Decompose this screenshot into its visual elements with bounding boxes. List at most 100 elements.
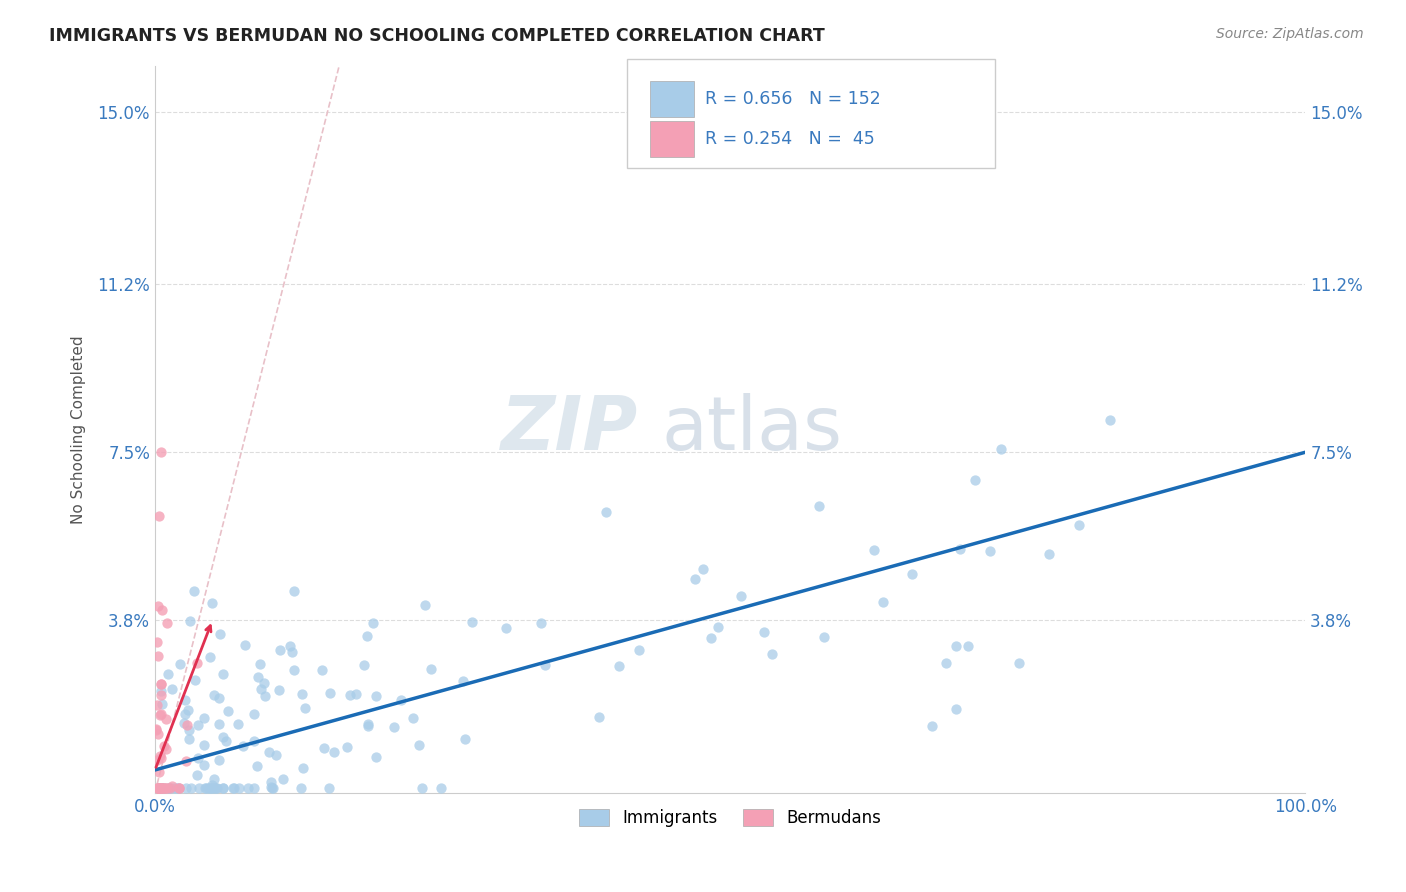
Point xyxy=(430,781,453,796)
Point xyxy=(180,781,202,796)
Point xyxy=(252,676,274,690)
Point xyxy=(146,781,169,796)
Point xyxy=(146,648,169,663)
Point xyxy=(242,706,264,721)
Point xyxy=(183,584,205,599)
Point xyxy=(534,657,557,672)
Point xyxy=(707,620,730,634)
Point xyxy=(595,505,617,519)
Point xyxy=(146,599,169,613)
Point xyxy=(184,673,207,687)
Point xyxy=(162,781,184,796)
Point xyxy=(294,701,316,715)
Point xyxy=(155,742,177,756)
Point xyxy=(389,692,412,706)
Point xyxy=(366,689,388,703)
Point xyxy=(146,781,169,796)
Point xyxy=(148,764,170,779)
Point xyxy=(149,781,172,796)
Point xyxy=(146,698,169,712)
Point xyxy=(872,595,894,609)
Point xyxy=(150,603,173,617)
Point xyxy=(212,781,235,796)
Point xyxy=(353,658,375,673)
Point xyxy=(212,781,235,796)
Point xyxy=(155,781,177,796)
Point xyxy=(149,445,172,459)
Point xyxy=(148,781,170,796)
Point xyxy=(173,693,195,707)
Point xyxy=(246,759,269,773)
Point xyxy=(401,711,423,725)
Point xyxy=(264,747,287,762)
Point xyxy=(215,734,238,748)
Point xyxy=(1038,547,1060,561)
Point xyxy=(197,781,219,796)
Point xyxy=(208,753,231,767)
Point xyxy=(179,614,201,628)
Point xyxy=(148,781,170,796)
Point xyxy=(692,562,714,576)
Point xyxy=(232,739,254,753)
Point xyxy=(150,698,173,712)
Point xyxy=(200,650,222,665)
Text: Source: ZipAtlas.com: Source: ZipAtlas.com xyxy=(1216,27,1364,41)
Point xyxy=(193,739,215,753)
Point xyxy=(146,635,169,649)
Point xyxy=(453,674,475,689)
Point xyxy=(155,781,177,796)
Text: R = 0.254   N =  45: R = 0.254 N = 45 xyxy=(704,130,875,148)
Point xyxy=(208,627,231,641)
Point xyxy=(413,598,436,612)
Point xyxy=(160,779,183,793)
Point xyxy=(271,772,294,787)
Point xyxy=(290,781,312,796)
Text: atlas: atlas xyxy=(661,393,842,466)
Point xyxy=(194,781,217,796)
Point xyxy=(149,781,172,796)
Point xyxy=(208,717,231,731)
Point xyxy=(863,542,886,557)
Point xyxy=(159,781,181,796)
Y-axis label: No Schooling Completed: No Schooling Completed xyxy=(72,335,86,524)
Point xyxy=(945,702,967,716)
Point xyxy=(174,781,197,796)
Point xyxy=(186,768,208,782)
Point xyxy=(148,707,170,722)
Point xyxy=(278,639,301,653)
Point xyxy=(149,781,172,796)
Point xyxy=(454,731,477,746)
Point xyxy=(281,645,304,659)
Point xyxy=(257,745,280,759)
Point xyxy=(242,781,264,796)
Point xyxy=(187,751,209,765)
Point xyxy=(314,740,336,755)
Point xyxy=(754,624,776,639)
Point xyxy=(145,723,167,737)
Point xyxy=(193,757,215,772)
Point xyxy=(990,442,1012,456)
Point xyxy=(167,781,190,796)
Point xyxy=(146,781,169,796)
Point xyxy=(202,772,225,787)
Point xyxy=(146,726,169,740)
FancyBboxPatch shape xyxy=(627,59,994,168)
Point xyxy=(979,543,1001,558)
Point xyxy=(260,775,283,789)
Point xyxy=(153,781,176,796)
Point xyxy=(150,781,173,796)
Point xyxy=(357,717,380,731)
Point xyxy=(921,719,943,733)
Point xyxy=(157,781,180,796)
Point xyxy=(460,615,482,630)
Point xyxy=(222,781,245,796)
Point xyxy=(149,688,172,702)
Point xyxy=(156,666,179,681)
Point xyxy=(200,781,222,796)
Point xyxy=(200,597,222,611)
Point xyxy=(730,590,752,604)
Point xyxy=(205,781,228,796)
Point xyxy=(339,688,361,702)
Point xyxy=(173,706,195,721)
FancyBboxPatch shape xyxy=(650,121,695,157)
